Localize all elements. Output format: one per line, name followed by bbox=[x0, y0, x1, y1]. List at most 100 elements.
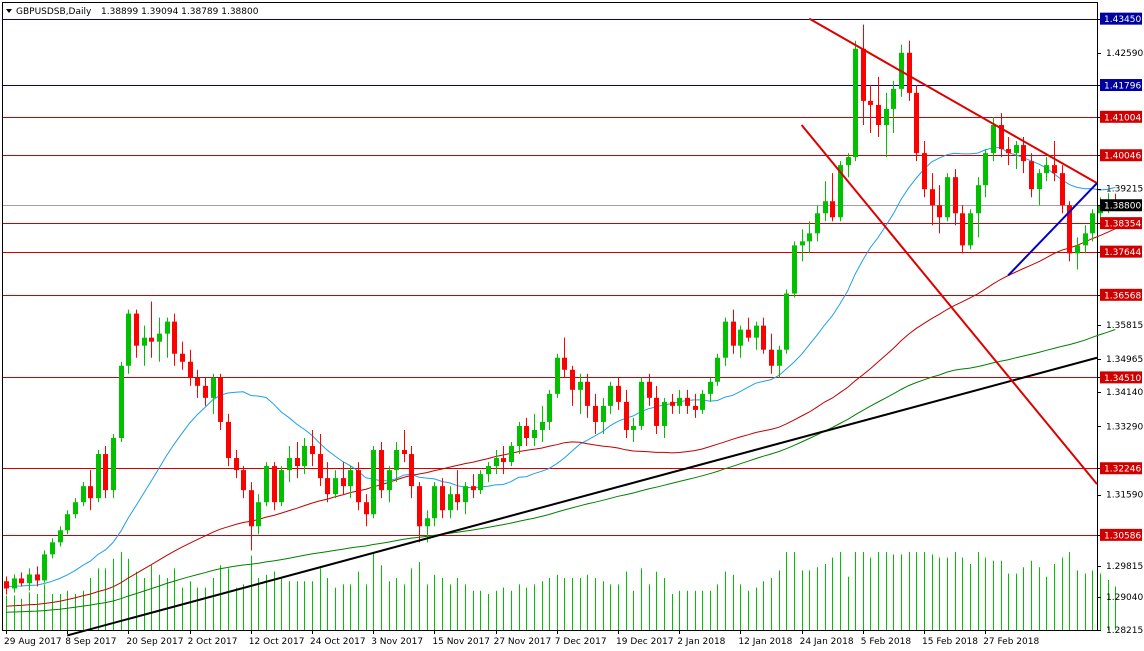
candle-body bbox=[853, 48, 858, 158]
time-axis: 29 Aug 2017 8 Sep 2017 20 Sep 2017 2 Oct 20… bbox=[4, 630, 1039, 647]
candle-body bbox=[364, 502, 369, 515]
candle-body bbox=[103, 454, 108, 491]
price-tick-label: 1.34140 bbox=[1106, 388, 1143, 398]
candle-body bbox=[264, 466, 269, 503]
price-tag-box bbox=[1100, 217, 1142, 230]
candle-body bbox=[241, 470, 246, 491]
collapse-triangle-icon[interactable] bbox=[6, 9, 12, 13]
candle-body bbox=[486, 466, 491, 475]
price-tick-label: 1.33290 bbox=[1106, 422, 1143, 432]
price-tag-label: 1.41004 bbox=[1104, 113, 1141, 123]
candle-body bbox=[1014, 145, 1019, 154]
price-tag-box bbox=[1100, 110, 1142, 123]
price-tick-label: 1.42590 bbox=[1106, 49, 1143, 59]
time-tick-label: 24 Oct 2017 bbox=[310, 637, 366, 647]
candle-body bbox=[394, 450, 399, 471]
candle-body bbox=[348, 470, 353, 487]
candle-body bbox=[891, 88, 896, 109]
candle-body bbox=[287, 458, 292, 471]
candle-body bbox=[119, 365, 124, 438]
time-tick-label: 12 Oct 2017 bbox=[249, 637, 305, 647]
candle-body bbox=[570, 369, 575, 390]
price-tag-box bbox=[1100, 79, 1142, 92]
ohlc-label: 1.38899 1.39094 1.38789 1.38800 bbox=[101, 7, 259, 17]
candle-body bbox=[639, 381, 644, 426]
candle-body bbox=[440, 486, 445, 511]
candle-body bbox=[211, 377, 216, 398]
candle-body bbox=[532, 429, 537, 438]
volume-bars bbox=[6, 552, 1116, 630]
price-tick-label: 1.29815 bbox=[1106, 562, 1143, 572]
price-axis: 1.42590 1.39215 1.35815 1.34965 1.34140 1.332… bbox=[1097, 19, 1143, 636]
time-tick-label: 19 Dec 2017 bbox=[616, 637, 674, 647]
price-tag-box bbox=[1100, 12, 1142, 25]
candle-body bbox=[4, 581, 9, 589]
price-tag-label: 1.34510 bbox=[1104, 374, 1141, 384]
time-tick-label: 20 Sep 2017 bbox=[126, 637, 183, 647]
time-tick-label: 7 Dec 2017 bbox=[555, 637, 607, 647]
price-tag-box bbox=[1100, 288, 1142, 301]
price-tag-label: 1.43450 bbox=[1104, 15, 1141, 25]
candles bbox=[4, 24, 1118, 595]
candle-body bbox=[876, 104, 881, 125]
moving-averages bbox=[5, 146, 1116, 613]
candle-body bbox=[81, 486, 86, 503]
price-tag-box bbox=[1100, 199, 1142, 212]
candle-body bbox=[409, 454, 414, 487]
candle-body bbox=[88, 486, 93, 499]
candle-body bbox=[35, 574, 40, 581]
candle-body bbox=[218, 377, 223, 422]
candle-body bbox=[195, 377, 200, 386]
candle-body bbox=[746, 329, 751, 338]
candle-body bbox=[387, 470, 392, 491]
candle-body bbox=[432, 486, 437, 519]
candle-body bbox=[830, 201, 835, 218]
candle-body bbox=[662, 401, 667, 426]
time-tick-label: 2 Jan 2018 bbox=[677, 637, 725, 647]
candle-body bbox=[685, 397, 690, 406]
time-tick-label: 12 Jan 2018 bbox=[738, 637, 792, 647]
candle-body bbox=[861, 48, 866, 101]
candle-body bbox=[945, 177, 950, 218]
candle-body bbox=[937, 205, 942, 218]
time-tick-label: 3 Nov 2017 bbox=[371, 637, 423, 647]
candle-body bbox=[494, 458, 499, 467]
candle-body bbox=[930, 189, 935, 206]
candle-body bbox=[379, 450, 384, 491]
candle-body bbox=[1075, 245, 1080, 254]
candle-body bbox=[1037, 173, 1042, 190]
price-tag-label: 1.30586 bbox=[1104, 531, 1141, 541]
price-tag-box bbox=[1100, 245, 1142, 258]
short-term-support-trendline bbox=[1007, 182, 1098, 277]
price-tag-label: 1.40046 bbox=[1104, 152, 1141, 162]
candle-body bbox=[1029, 161, 1034, 190]
price-tick-label: 1.29040 bbox=[1106, 593, 1143, 603]
candle-body bbox=[1060, 173, 1065, 206]
time-tick-label: 5 Feb 2018 bbox=[861, 637, 912, 647]
candle-body bbox=[256, 502, 261, 527]
candle-body bbox=[295, 458, 300, 467]
candle-body bbox=[631, 425, 636, 430]
candle-body bbox=[976, 185, 981, 214]
candle-body bbox=[792, 245, 797, 294]
candle-body bbox=[310, 446, 315, 455]
price-tag-label: 1.37644 bbox=[1104, 248, 1141, 258]
candle-body bbox=[203, 385, 208, 398]
candle-body bbox=[448, 494, 453, 511]
candle-body bbox=[647, 381, 652, 398]
candle-body bbox=[50, 542, 55, 555]
candle-body bbox=[149, 337, 154, 342]
candle-body bbox=[540, 421, 545, 430]
candle-body bbox=[953, 177, 958, 214]
candle-body bbox=[142, 337, 147, 346]
candle-body bbox=[134, 313, 139, 346]
candle-body bbox=[501, 458, 506, 463]
candle-body bbox=[838, 165, 843, 218]
candle-body bbox=[371, 450, 376, 515]
candle-body bbox=[302, 446, 307, 467]
candle-body bbox=[922, 153, 927, 190]
long-term-support-trendline bbox=[66, 356, 1098, 637]
candle-body bbox=[960, 213, 965, 246]
time-tick-label: 2 Oct 2017 bbox=[188, 637, 238, 647]
